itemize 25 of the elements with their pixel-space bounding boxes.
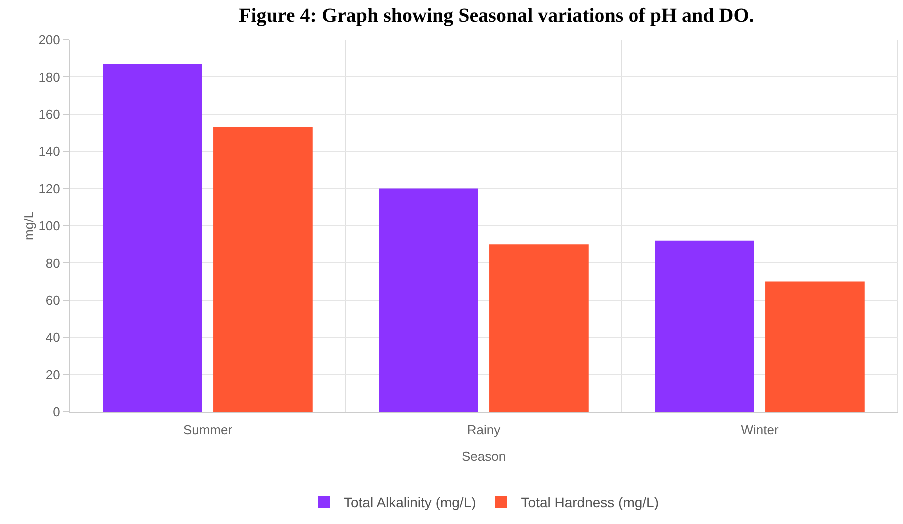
y-tick-label: 80 bbox=[46, 256, 60, 271]
y-tick-label: 100 bbox=[38, 218, 60, 234]
y-tick-label: 200 bbox=[38, 32, 60, 48]
bar bbox=[214, 127, 313, 412]
legend-label: Total Hardness (mg/L) bbox=[521, 494, 659, 510]
x-tick-label: Rainy bbox=[467, 422, 502, 438]
y-tick-label: 0 bbox=[53, 404, 60, 420]
y-tick-label: 140 bbox=[38, 144, 60, 160]
y-tick-label: 180 bbox=[38, 70, 60, 85]
bar bbox=[490, 244, 589, 412]
x-tick-label: Summer bbox=[183, 422, 234, 438]
chart-title: Figure 4: Graph showing Seasonal variations of pH and DO. bbox=[239, 4, 754, 27]
y-tick-label: 20 bbox=[46, 367, 60, 382]
x-axis-title: Season bbox=[462, 449, 506, 464]
bar bbox=[379, 188, 478, 412]
bar bbox=[103, 64, 202, 412]
bar bbox=[766, 282, 865, 412]
bar bbox=[655, 240, 754, 412]
y-tick-label: 60 bbox=[46, 292, 60, 308]
x-tick-label: Winter bbox=[741, 422, 780, 438]
y-tick-label: 40 bbox=[46, 330, 60, 346]
y-tick-label: 160 bbox=[38, 106, 60, 122]
y-axis-title: mg/L bbox=[22, 212, 37, 240]
y-tick-label: 120 bbox=[38, 181, 60, 196]
legend-label: Total Alkalinity (mg/L) bbox=[344, 494, 476, 510]
